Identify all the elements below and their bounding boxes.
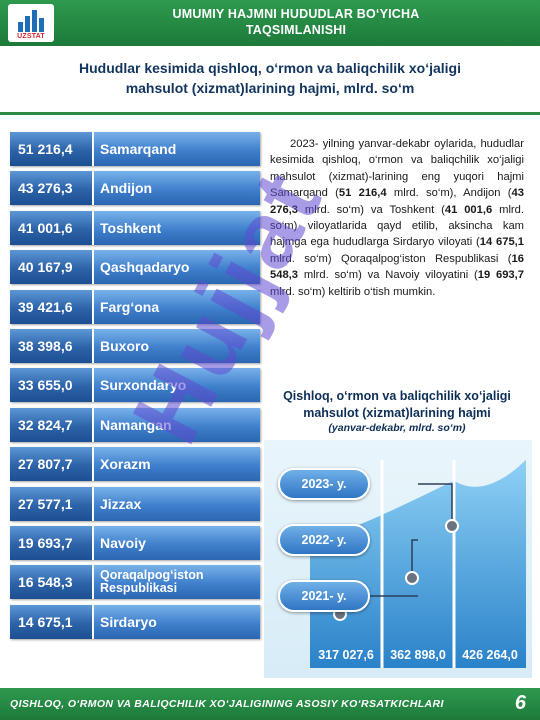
page-subtitle: Hududlar kesimida qishloq, o‘rmon va bal… [20, 58, 520, 98]
desc-text: mlrd. so‘m) va Navoiy viloyatini ( [298, 269, 478, 282]
ranking-value: 41 001,6 [10, 210, 94, 245]
ranking-value: 43 276,3 [10, 171, 94, 206]
ranking-row: 41 001,6 Toshkent [10, 210, 260, 245]
ranking-row: 27 577,1 Jizzax [10, 486, 260, 521]
ranking-row: 14 675,1 Sirdaryo [10, 604, 260, 639]
bar-chart-icon [18, 10, 44, 32]
page-footer: QISHLOQ, O‘RMON VA BALIQCHILIK XO‘JALIGI… [0, 688, 540, 720]
ranking-value: 51 216,4 [10, 132, 94, 166]
bar-value-label: 426 264,0 [462, 648, 518, 662]
ranking-value: 33 655,0 [10, 368, 94, 403]
desc-value: 19 693,7 [477, 269, 524, 282]
ranking-region: Namangan [94, 407, 260, 442]
year-label-2: 2022- y. [278, 524, 370, 556]
year-label-3: 2023- y. [278, 468, 370, 500]
chart-subtitle: (yanvar-dekabr, mlrd. so‘m) [328, 422, 466, 434]
ranking-region: Qoraqalpog‘iston Respublikasi [94, 565, 260, 600]
desc-text: 2023- yilning yanvar-dekabr oylarida, hu… [270, 138, 524, 200]
ranking-region: Navoiy [94, 525, 260, 560]
data-point-dot [445, 519, 459, 533]
ranking-region: Jizzax [94, 486, 260, 521]
ranking-region: Andijon [94, 171, 260, 206]
ranking-value: 39 421,6 [10, 289, 94, 324]
region-ranking-list: 51 216,4 Samarqand 43 276,3 Andijon 41 001… [10, 132, 260, 644]
ranking-value: 38 398,6 [10, 328, 94, 363]
ranking-region: Xorazm [94, 447, 260, 482]
bar-value-label: 317 027,6 [318, 648, 374, 662]
connector-line [411, 539, 418, 578]
uzstat-logo: UZSTAT [8, 4, 54, 42]
ranking-value: 14 675,1 [10, 604, 94, 639]
ranking-row: 32 824,7 Namangan [10, 407, 260, 442]
ranking-row: 16 548,3 Qoraqalpog‘iston Respublikasi [10, 565, 260, 600]
desc-text: mlrd. so‘m) keltirib o‘tish mumkin. [270, 285, 436, 298]
ranking-region: Sirdaryo [94, 604, 260, 639]
chart-area [310, 459, 526, 668]
ranking-value: 27 577,1 [10, 486, 94, 521]
header-divider [0, 112, 540, 115]
ranking-row: 39 421,6 Farg‘ona [10, 289, 260, 324]
ranking-row: 19 693,7 Navoiy [10, 525, 260, 560]
ranking-row: 38 398,6 Buxoro [10, 328, 260, 363]
chart-title: Qishloq, o‘rmon va baliqchilik xo‘jaligi… [283, 389, 511, 420]
ranking-region: Qashqadaryo [94, 250, 260, 285]
ranking-row: 51 216,4 Samarqand [10, 132, 260, 166]
page-header: UZSTAT UMUMIY HAJMNI HUDUDLAR BO‘YICHA T… [0, 0, 540, 46]
ranking-value: 27 807,7 [10, 447, 94, 482]
ranking-value: 32 824,7 [10, 407, 94, 442]
desc-text: mlrd. so‘m) Qoraqalpog‘iston Respublikas… [270, 252, 512, 265]
logo-text: UZSTAT [17, 33, 45, 40]
ranking-row: 40 167,9 Qashqadaryo [10, 250, 260, 285]
connector-line [418, 483, 453, 526]
yearly-volume-chart: 2021- y. 2022- y. 2023- y. 317 027,6 362 898… [264, 440, 532, 678]
desc-text: mlrd. so‘m), Andijon ( [386, 187, 512, 200]
ranking-row: 33 655,0 Surxondaryo [10, 368, 260, 403]
header-title: UMUMIY HAJMNI HUDUDLAR BO‘YICHA TAQSIMLA… [60, 6, 532, 38]
ranking-region: Farg‘ona [94, 289, 260, 324]
ranking-region: Surxondaryo [94, 368, 260, 403]
desc-value: 41 001,6 [444, 203, 493, 216]
header-title-line2: TAQSIMLANISHI [245, 23, 347, 37]
year-label-1: 2021- y. [278, 580, 370, 612]
header-title-line1: UMUMIY HAJMNI HUDUDLAR BO‘YICHA [172, 7, 420, 21]
ranking-row: 27 807,7 Xorazm [10, 447, 260, 482]
subtitle-line1: Hududlar kesimida qishloq, o‘rmon va bal… [79, 60, 461, 76]
description-paragraph: 2023- yilning yanvar-dekabr oylarida, hu… [270, 136, 524, 300]
desc-text: mlrd. so‘m) viloyatlarida qayd etilib, a… [270, 203, 524, 249]
ranking-region: Samarqand [94, 132, 260, 166]
desc-value: 14 675,1 [479, 236, 524, 249]
desc-value: 16 548,3 [270, 252, 524, 282]
page-number: 6 [514, 692, 526, 714]
ranking-value: 16 548,3 [10, 565, 94, 600]
desc-text: mlrd. so‘m) va Toshkent ( [298, 203, 445, 216]
data-point-dot [405, 571, 419, 585]
subtitle-line2: mahsulot (xizmat)larining hajmi, mlrd. s… [125, 80, 415, 96]
desc-value: 51 216,4 [338, 187, 387, 200]
ranking-value: 40 167,9 [10, 250, 94, 285]
footer-text: QISHLOQ, O‘RMON VA BALIQCHILIK XO‘JALIGI… [10, 698, 444, 710]
ranking-region: Buxoro [94, 328, 260, 363]
desc-value: 43 276,3 [270, 187, 524, 216]
ranking-value: 19 693,7 [10, 525, 94, 560]
bar-value-label: 362 898,0 [390, 648, 446, 662]
chart-canvas [310, 459, 526, 668]
ranking-row: 43 276,3 Andijon [10, 171, 260, 206]
ranking-region: Toshkent [94, 210, 260, 245]
